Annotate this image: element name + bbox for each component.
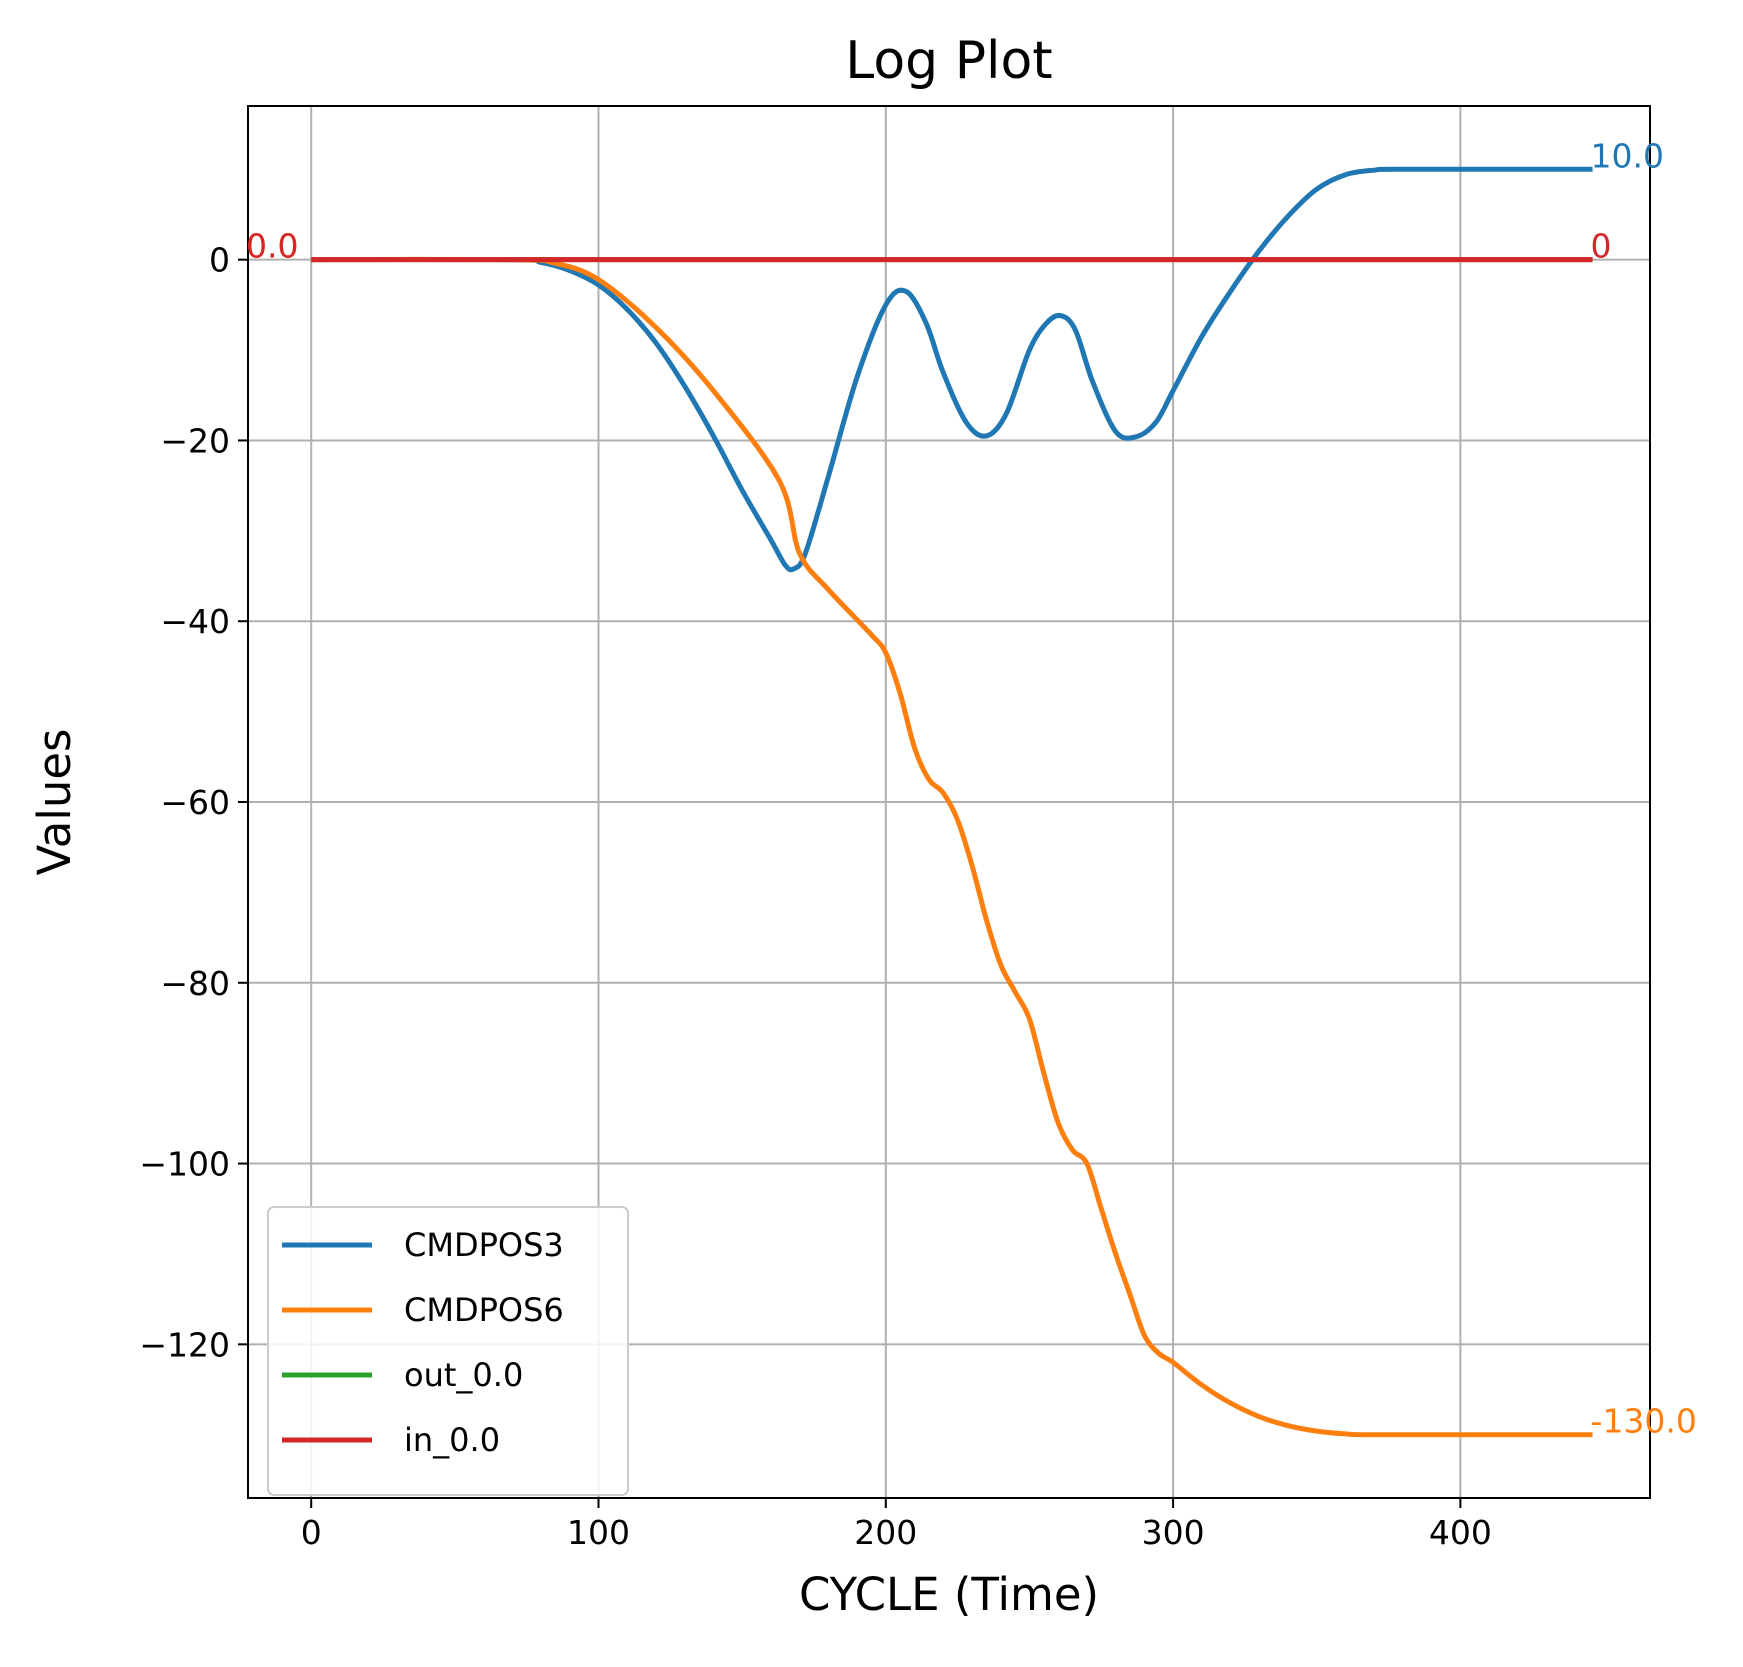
- y-tick-label: −120: [139, 1325, 230, 1364]
- legend-label: out_0.0: [404, 1356, 523, 1394]
- chart-title: Log Plot: [845, 31, 1052, 91]
- legend: CMDPOS3 CMDPOS6 out_0.0 in_0.0: [267, 1206, 629, 1496]
- x-tick-label: 200: [854, 1513, 917, 1552]
- x-tick-label: 400: [1429, 1513, 1492, 1552]
- y-tick-label: −20: [160, 421, 230, 460]
- legend-label: CMDPOS6: [404, 1291, 564, 1329]
- series-lines: [311, 166, 1593, 1438]
- legend-label: CMDPOS3: [404, 1226, 564, 1264]
- value-annotation: -130.0: [1591, 1402, 1697, 1441]
- x-tick-label: 0: [301, 1513, 322, 1552]
- y-tick-label: −80: [160, 964, 230, 1003]
- end-value-annotations: 10.0-130.000.00.0: [246, 136, 1697, 1440]
- x-tick-label: 100: [567, 1513, 630, 1552]
- y-tick-label: −40: [160, 602, 230, 641]
- series-line-cmdpos6: [311, 256, 1593, 1438]
- y-axis-title: Values: [28, 728, 81, 875]
- legend-box: [267, 1206, 629, 1496]
- y-tick-label: −60: [160, 783, 230, 822]
- value-annotation: 0.0: [246, 227, 298, 266]
- y-tick-label: −100: [139, 1145, 230, 1184]
- value-annotation: 0.0: [246, 227, 298, 266]
- x-axis-title: CYCLE (Time): [799, 1568, 1099, 1621]
- series-line-cmdpos3: [311, 166, 1593, 573]
- y-tick-label: 0: [209, 241, 230, 280]
- value-annotation: 0: [1591, 227, 1612, 266]
- x-tick-label: 300: [1142, 1513, 1205, 1552]
- value-annotation: 10.0: [1591, 136, 1664, 175]
- axis-ticks: 0 100 200 300 400 0 −20 −40 −60 −80 −100 −120: [139, 241, 1492, 1552]
- legend-label: in_0.0: [404, 1421, 500, 1459]
